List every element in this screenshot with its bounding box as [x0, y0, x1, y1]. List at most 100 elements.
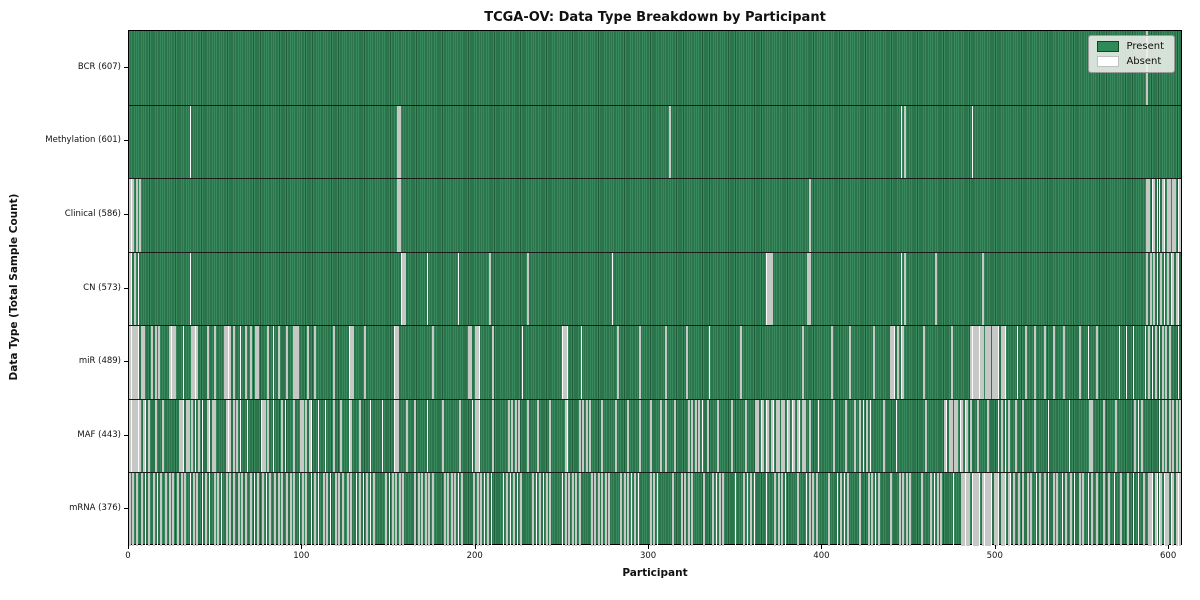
- absent-mark: [1137, 473, 1140, 546]
- absent-mark: [189, 105, 192, 179]
- absent-mark: [132, 326, 135, 399]
- absent-mark: [988, 326, 991, 399]
- absent-mark: [454, 473, 456, 546]
- absent-mark: [1056, 473, 1059, 546]
- absent-mark: [272, 399, 275, 473]
- absent-mark: [172, 326, 174, 399]
- absent-mark: [760, 399, 763, 473]
- absent-mark: [1168, 399, 1171, 473]
- absent-mark: [1177, 179, 1180, 252]
- absent-mark: [142, 399, 145, 473]
- absent-mark: [623, 473, 626, 546]
- absent-mark: [746, 473, 749, 546]
- absent-mark: [132, 399, 135, 473]
- absent-mark: [616, 326, 619, 399]
- absent-mark: [134, 326, 136, 399]
- absent-mark: [698, 399, 700, 473]
- absent-mark: [225, 399, 228, 473]
- absent-mark: [293, 473, 296, 546]
- absent-mark: [1153, 252, 1156, 326]
- absent-mark: [317, 399, 320, 473]
- absent-mark: [1175, 473, 1178, 546]
- absent-mark: [284, 399, 287, 473]
- absent-mark: [130, 399, 133, 473]
- x-tick: [474, 545, 476, 549]
- absent-mark: [995, 326, 998, 399]
- absent-mark: [945, 399, 948, 473]
- absent-mark: [130, 326, 133, 399]
- absent-mark: [129, 179, 131, 252]
- absent-mark: [739, 326, 742, 399]
- absent-mark: [565, 399, 567, 473]
- y-tick-label: Clinical (586): [64, 208, 121, 219]
- absent-mark: [130, 252, 133, 326]
- absent-mark: [866, 399, 868, 473]
- absent-mark: [765, 252, 768, 326]
- absent-mark: [1052, 326, 1055, 399]
- absent-mark: [168, 473, 171, 546]
- absent-mark: [1125, 326, 1128, 399]
- absent-mark: [909, 473, 912, 546]
- absent-mark: [293, 399, 296, 473]
- absent-mark: [262, 473, 264, 546]
- absent-mark: [314, 326, 316, 399]
- absent-mark: [201, 399, 204, 473]
- absent-mark: [687, 399, 690, 473]
- absent-mark: [1004, 399, 1007, 473]
- absent-mark: [442, 399, 444, 473]
- absent-mark: [206, 326, 209, 399]
- y-tick: [124, 140, 128, 142]
- absent-mark: [447, 473, 450, 546]
- absent-mark: [568, 473, 571, 546]
- absent-mark: [1103, 473, 1105, 546]
- absent-mark: [213, 399, 216, 473]
- absent-mark: [776, 399, 778, 473]
- plot-area: Present Absent: [128, 30, 1182, 546]
- absent-mark: [674, 399, 676, 473]
- absent-mark: [575, 473, 578, 546]
- heatmap-row-mrna: [129, 472, 1181, 546]
- absent-mark: [253, 473, 256, 546]
- absent-mark: [400, 252, 403, 326]
- absent-mark: [904, 252, 906, 326]
- absent-mark: [129, 473, 131, 546]
- absent-mark: [414, 473, 417, 546]
- absent-mark: [992, 326, 995, 399]
- absent-mark: [817, 399, 820, 473]
- absent-mark: [802, 399, 804, 473]
- absent-mark: [627, 473, 630, 546]
- absent-mark: [392, 473, 394, 546]
- absent-mark: [469, 326, 472, 399]
- absent-mark: [1179, 179, 1181, 252]
- absent-mark: [388, 473, 391, 546]
- absent-mark: [1179, 399, 1181, 473]
- absent-mark: [734, 473, 737, 546]
- absent-mark: [1151, 179, 1154, 252]
- absent-mark: [194, 399, 197, 473]
- absent-mark: [535, 473, 538, 546]
- absent-mark: [137, 399, 140, 473]
- absent-mark: [153, 473, 155, 546]
- absent-mark: [566, 326, 569, 399]
- y-tick: [124, 213, 128, 215]
- absent-mark: [691, 399, 694, 473]
- absent-mark: [476, 326, 479, 399]
- absent-mark: [660, 399, 662, 473]
- absent-mark: [1163, 473, 1166, 546]
- absent-mark: [397, 399, 399, 473]
- absent-mark: [684, 473, 687, 546]
- absent-mark: [426, 252, 429, 326]
- absent-mark: [526, 399, 529, 473]
- absent-mark: [952, 473, 955, 546]
- absent-mark: [431, 473, 434, 546]
- absent-mark: [507, 399, 510, 473]
- absent-mark: [191, 326, 193, 399]
- absent-mark: [565, 473, 567, 546]
- absent-mark: [172, 473, 174, 546]
- absent-mark: [1004, 473, 1007, 546]
- absent-mark: [196, 326, 199, 399]
- absent-mark: [712, 473, 714, 546]
- absent-mark: [630, 473, 633, 546]
- absent-mark: [490, 473, 493, 546]
- absent-mark: [594, 473, 597, 546]
